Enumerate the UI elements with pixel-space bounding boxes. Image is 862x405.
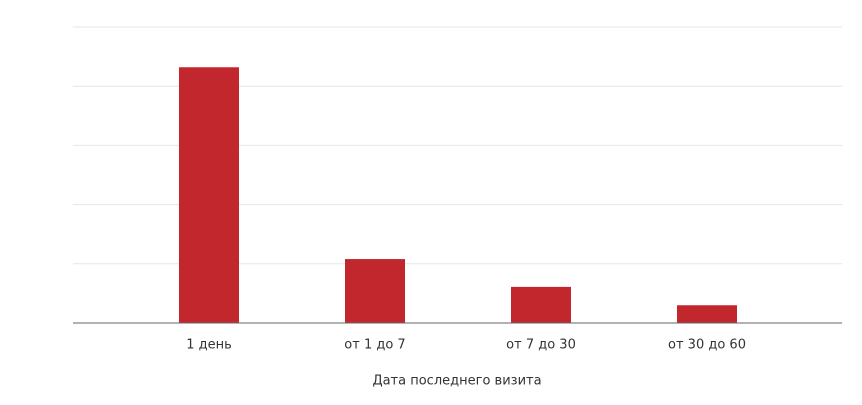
bar (345, 259, 405, 323)
bar (677, 305, 737, 323)
x-tick-label: от 1 до 7 (344, 338, 405, 353)
bar (511, 286, 571, 323)
bar (179, 67, 239, 323)
x-axis-title: Дата последнего визита (372, 374, 541, 389)
x-tick-label: от 7 до 30 (506, 338, 576, 353)
x-tick-label: 1 день (186, 338, 232, 353)
x-tick-label: от 30 до 60 (668, 338, 746, 353)
